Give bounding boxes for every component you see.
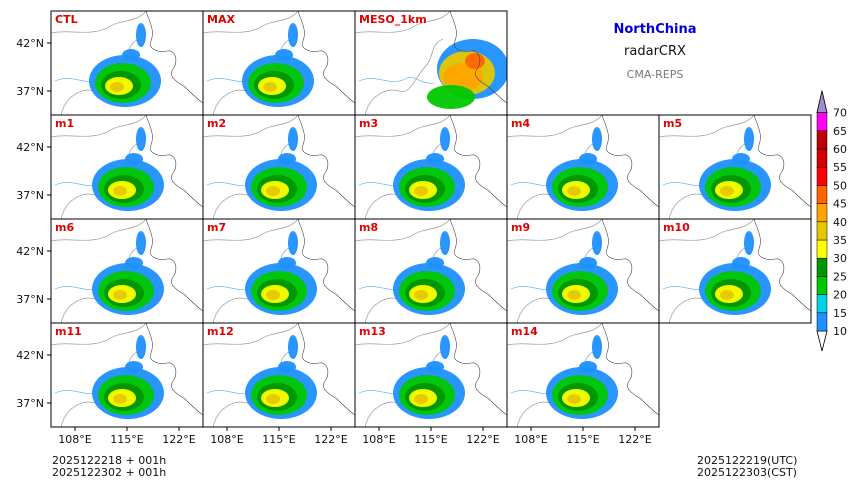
colorbar-tick-label: 40: [833, 216, 847, 229]
panels-layer: CTL MAX MESO_1km m1 m2 m3 m4 m5 m6 m7 m8 m9 m10 m11 m1…: [50, 10, 812, 428]
panel-label: CTL: [55, 13, 78, 26]
panel-label: m12: [207, 325, 234, 338]
colorbar-segment: [816, 166, 828, 186]
panel-m14: m14: [506, 322, 660, 428]
panel-m12: m12: [202, 322, 356, 428]
y-tick-label: 42°N: [16, 141, 44, 154]
panel-m3: m3: [354, 114, 508, 220]
panel-label: m5: [663, 117, 682, 130]
panel-m2: m2: [202, 114, 356, 220]
panel-label: m2: [207, 117, 226, 130]
colorbar-segment: [816, 203, 828, 223]
x-tick-label: 122°E: [466, 433, 499, 446]
x-tick-label: 108°E: [210, 433, 243, 446]
panel-m6: m6: [50, 218, 204, 324]
x-tick-label: 122°E: [618, 433, 651, 446]
panel-max: MAX: [202, 10, 356, 116]
colorbar-tick-label: 65: [833, 125, 847, 138]
colorbar-tick-label: 70: [833, 107, 847, 120]
init-time-block: 2025122218 + 001h 2025122302 + 001h: [52, 455, 166, 479]
colorbar-tick-label: 45: [833, 198, 847, 211]
colorbar-tick-label: 50: [833, 179, 847, 192]
x-tick-label: 115°E: [262, 433, 295, 446]
colorbar-segment: [816, 185, 828, 204]
panel-m5: m5: [658, 114, 812, 220]
y-tick-label: 37°N: [16, 189, 44, 202]
panel-label: m4: [511, 117, 530, 130]
panel-m10: m10: [658, 218, 812, 324]
colorbar-segment: [816, 257, 828, 277]
colorbar-tick-label: 30: [833, 252, 847, 265]
valid-time-utc: 2025122219(UTC): [697, 454, 798, 467]
x-tick-label: 115°E: [414, 433, 447, 446]
region-title: NorthChina: [613, 22, 697, 37]
colorbar-segment: [816, 148, 828, 168]
panel-label: m7: [207, 221, 226, 234]
colorbar-tick-label: 60: [833, 143, 847, 156]
colorbar-segment: [816, 112, 828, 132]
valid-time-block: 2025122219(UTC) 2025122303(CST): [697, 455, 797, 479]
init-time-cst: 2025122302 + 001h: [52, 466, 167, 479]
y-tick-label: 42°N: [16, 37, 44, 50]
colorbar-segment: [816, 276, 828, 295]
panel-m7: m7: [202, 218, 356, 324]
colorbar-tick-label: 10: [833, 325, 847, 338]
panel-label: m13: [359, 325, 386, 338]
panel-label: m14: [511, 325, 538, 338]
panel-label: m1: [55, 117, 74, 130]
panel-ctl: CTL: [50, 10, 204, 116]
panel-m1: m1: [50, 114, 204, 220]
colorbar-lower-extension: [816, 330, 828, 352]
colorbar-segment: [816, 312, 828, 332]
panel-label: m6: [55, 221, 74, 234]
y-tick-label: 42°N: [16, 245, 44, 258]
y-tick-label: 37°N: [16, 293, 44, 306]
panel-label: m11: [55, 325, 82, 338]
panel-meso_1km: MESO_1km: [354, 10, 508, 116]
colorbar-upper-extension: [816, 90, 828, 113]
colorbar-tick-label: 15: [833, 307, 847, 320]
panel-label: m9: [511, 221, 530, 234]
colorbar-segment: [816, 239, 828, 259]
x-tick-label: 115°E: [566, 433, 599, 446]
valid-time-cst: 2025122303(CST): [697, 466, 797, 479]
panel-label: m10: [663, 221, 690, 234]
x-tick-label: 108°E: [58, 433, 91, 446]
product-title: radarCRX: [624, 44, 686, 59]
colorbar-segment: [816, 130, 828, 150]
x-tick-label: 115°E: [110, 433, 143, 446]
axes-layer: 42°N 37°N 42°N 37°N 42°N 37°N 42°N 37°N 108°E 115…: [16, 37, 652, 446]
panel-m13: m13: [354, 322, 508, 428]
y-tick-label: 42°N: [16, 349, 44, 362]
colorbar-tick-label: 35: [833, 234, 847, 247]
x-tick-label: 122°E: [162, 433, 195, 446]
panel-label: m8: [359, 221, 378, 234]
y-tick-label: 37°N: [16, 397, 44, 410]
panel-label: m3: [359, 117, 378, 130]
panel-m8: m8: [354, 218, 508, 324]
x-tick-label: 108°E: [362, 433, 395, 446]
y-tick-label: 37°N: [16, 85, 44, 98]
x-tick-label: 108°E: [514, 433, 547, 446]
x-tick-label: 122°E: [314, 433, 347, 446]
colorbar-segment: [816, 221, 828, 241]
init-time-utc: 2025122218 + 001h: [52, 454, 167, 467]
colorbar: 10 15 20 25 30 35 40 45 50 55 60 65 70: [816, 90, 847, 352]
colorbar-tick-label: 20: [833, 289, 847, 302]
panel-m9: m9: [506, 218, 660, 324]
colorbar-segment: [816, 294, 828, 314]
colorbar-tick-label: 25: [833, 270, 847, 283]
source-title: CMA-REPS: [626, 68, 684, 81]
colorbar-tick-label: 55: [833, 161, 847, 174]
panel-label: MESO_1km: [359, 13, 427, 26]
panel-m11: m11: [50, 322, 204, 428]
panel-label: MAX: [207, 13, 235, 26]
panel-m4: m4: [506, 114, 660, 220]
